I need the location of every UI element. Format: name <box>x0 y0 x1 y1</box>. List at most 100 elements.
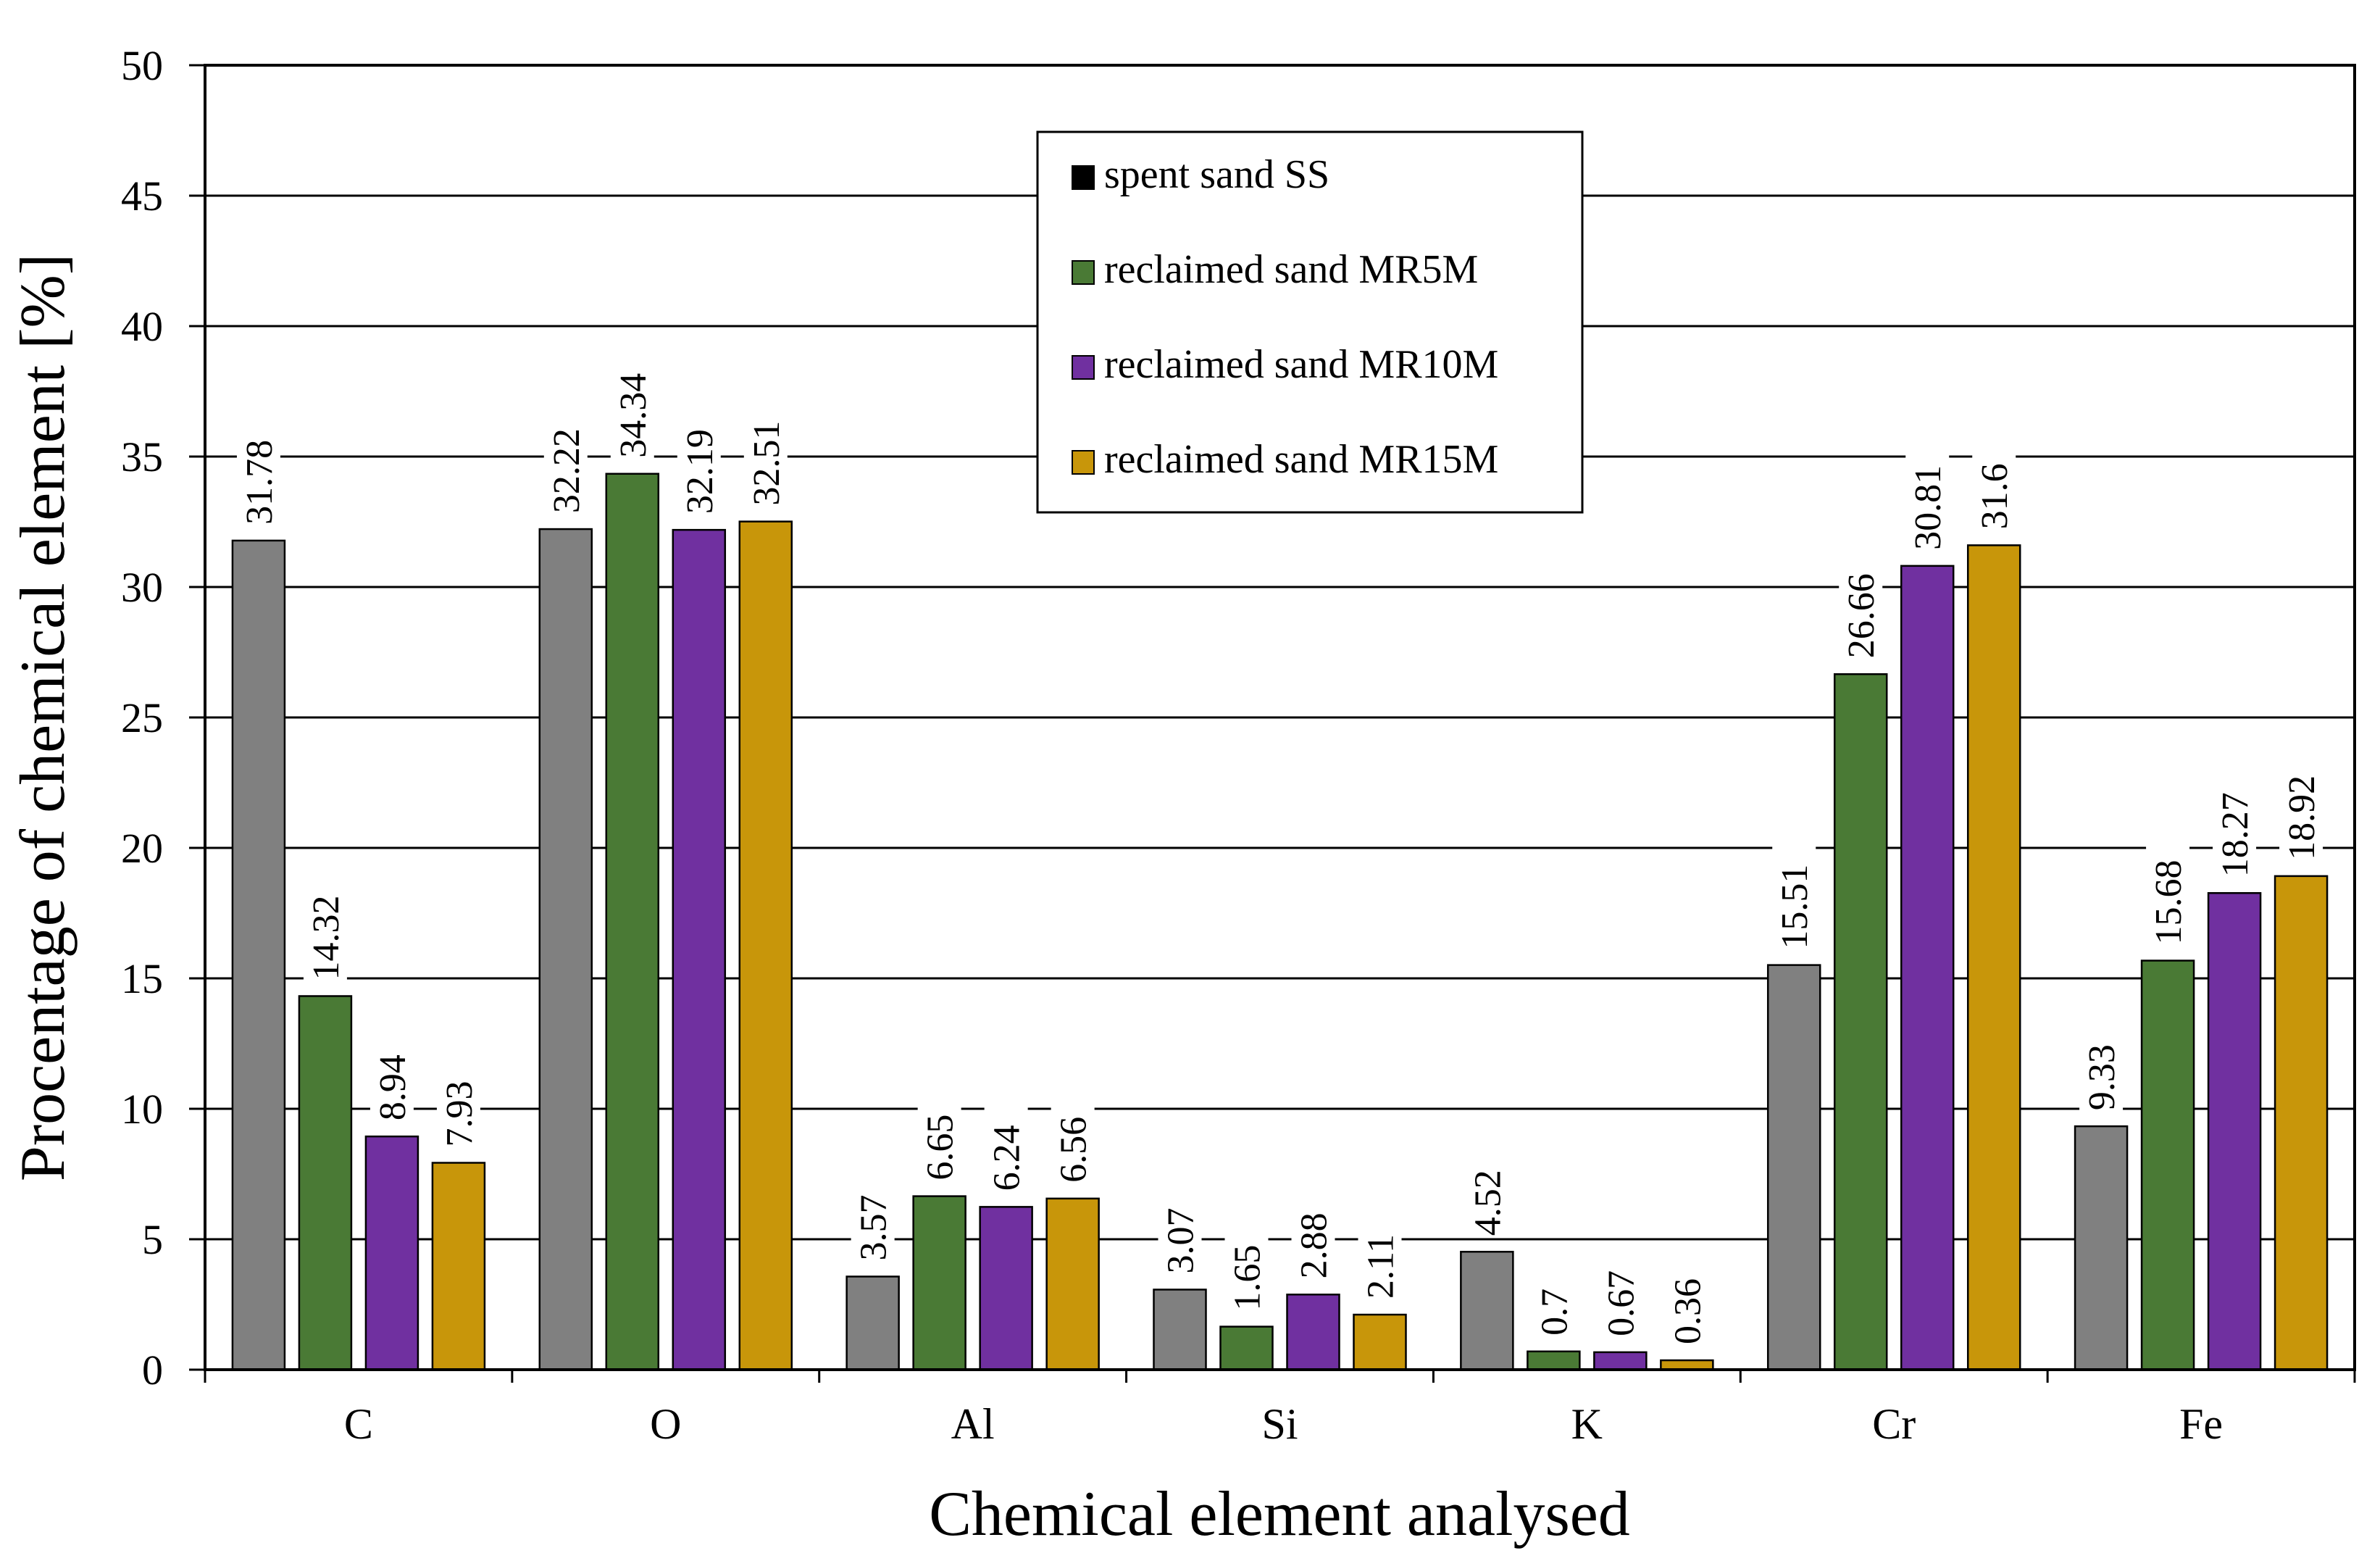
bar <box>1833 673 1888 1371</box>
bar <box>672 528 727 1371</box>
legend-swatch <box>1072 165 1095 190</box>
plot-border <box>204 64 2356 1371</box>
x-tick-label: O <box>650 1400 681 1448</box>
bar <box>1527 1350 1581 1371</box>
data-label-bg <box>1465 1144 1509 1236</box>
data-label: 2.88 <box>1294 1212 1335 1278</box>
bar <box>1353 1313 1407 1371</box>
data-label: 15.68 <box>2148 860 2189 945</box>
y-tick-label: 25 <box>121 694 163 741</box>
data-label: 6.56 <box>1053 1117 1095 1183</box>
data-label-bg <box>2213 766 2257 878</box>
bar <box>2207 892 2262 1371</box>
legend-label: reclaimed sand MR10M <box>1104 342 1498 387</box>
data-label-bg <box>436 1055 480 1147</box>
data-label-bg <box>1972 438 2016 530</box>
bar <box>1900 565 1955 1371</box>
x-tick-label: Al <box>951 1400 995 1448</box>
data-label-bg <box>369 1029 414 1121</box>
bar <box>1219 1325 1274 1371</box>
data-label-bg <box>1291 1187 1335 1279</box>
bar <box>364 1135 419 1371</box>
data-label-bg <box>236 413 280 525</box>
data-label-bg <box>543 402 588 514</box>
data-label-bg <box>1665 1253 1709 1345</box>
x-axis-title: Chemical element analysed <box>929 1479 1630 1549</box>
y-tick-label: 35 <box>121 433 163 480</box>
data-label-bg <box>303 869 347 981</box>
data-label-bg <box>2279 749 2323 860</box>
data-label: 6.24 <box>987 1125 1028 1191</box>
x-tick-label: K <box>1571 1400 1603 1448</box>
data-label: 3.57 <box>853 1194 895 1260</box>
x-tick-label: Fe <box>2179 1400 2223 1448</box>
y-tick-label: 50 <box>121 42 163 89</box>
data-label: 34.34 <box>613 373 654 458</box>
y-tick-label: 45 <box>121 172 163 220</box>
bar <box>2273 875 2329 1371</box>
bars <box>231 473 2329 1371</box>
data-label-bg <box>743 394 788 506</box>
legend-swatch <box>1072 355 1095 380</box>
data-label: 3.07 <box>1161 1207 1202 1273</box>
data-label-bg <box>851 1169 895 1261</box>
x-tick-label: Si <box>1261 1400 1298 1448</box>
x-tick-label: Cr <box>1872 1400 1916 1448</box>
y-tick-label: 15 <box>121 955 163 1002</box>
axes: 0 5 10 15 20 25 30 35 40 45 50 C O Al Si K Cr Fe <box>121 42 2356 1448</box>
legend-swatch <box>1072 260 1095 285</box>
data-label-bg <box>2079 1019 2124 1111</box>
data-label: 9.33 <box>2082 1044 2123 1110</box>
bar <box>538 528 593 1371</box>
bar <box>1153 1289 1207 1371</box>
y-tick-label: 0 <box>142 1346 163 1394</box>
data-label: 32.51 <box>746 421 788 506</box>
data-label: 31.6 <box>1974 463 2016 529</box>
data-label: 18.27 <box>2215 792 2256 877</box>
bar <box>738 520 793 1371</box>
data-labels: 31.78 14.32 8.94 7.93 32.22 34.34 32.19 32.51 3.… <box>236 346 2323 1345</box>
data-label-bg <box>1532 1263 1576 1336</box>
bar <box>231 539 286 1371</box>
legend-label: reclaimed sand MR15M <box>1104 437 1498 482</box>
bar <box>431 1162 486 1371</box>
y-tick-label: 10 <box>121 1086 163 1133</box>
data-label-bg <box>1772 838 1816 949</box>
data-label: 32.19 <box>680 429 721 514</box>
data-label: 7.93 <box>439 1081 480 1147</box>
data-label-bg <box>1224 1219 1269 1311</box>
y-axis-title: Procentage of chemical element [%] <box>8 254 78 1181</box>
data-label: 0.67 <box>1600 1270 1642 1336</box>
bar <box>1286 1294 1340 1371</box>
bar <box>1766 964 1821 1371</box>
data-label-bg <box>1051 1091 1095 1183</box>
legend: spent sand SS reclaimed sand MR5M reclaime… <box>1036 130 1584 514</box>
y-tick-label: 40 <box>121 303 163 350</box>
bar <box>1045 1197 1100 1371</box>
data-label: 8.94 <box>372 1054 414 1120</box>
legend-label: spent sand SS <box>1104 152 1329 197</box>
bar <box>2140 960 2195 1371</box>
data-label-bg <box>2146 833 2190 945</box>
bar <box>845 1275 900 1371</box>
data-label-bg <box>1598 1244 1642 1336</box>
bar <box>1593 1351 1648 1371</box>
data-label: 0.36 <box>1667 1278 1708 1344</box>
bar <box>1460 1251 1514 1371</box>
data-label-bg <box>917 1088 961 1181</box>
data-label: 15.51 <box>1774 865 1816 949</box>
data-label: 0.7 <box>1534 1289 1575 1336</box>
data-label-bg <box>1839 547 1883 659</box>
bar <box>605 473 660 1371</box>
data-label: 30.81 <box>1908 465 1949 550</box>
legend-swatch <box>1072 450 1095 475</box>
data-label: 14.32 <box>306 895 347 980</box>
data-label-bg <box>1905 438 1950 550</box>
legend-box <box>1036 130 1584 514</box>
data-label: 31.78 <box>239 440 280 525</box>
y-tick-label: 5 <box>142 1216 163 1263</box>
legend-label: reclaimed sand MR5M <box>1104 247 1478 292</box>
y-tick-label: 20 <box>121 825 163 872</box>
